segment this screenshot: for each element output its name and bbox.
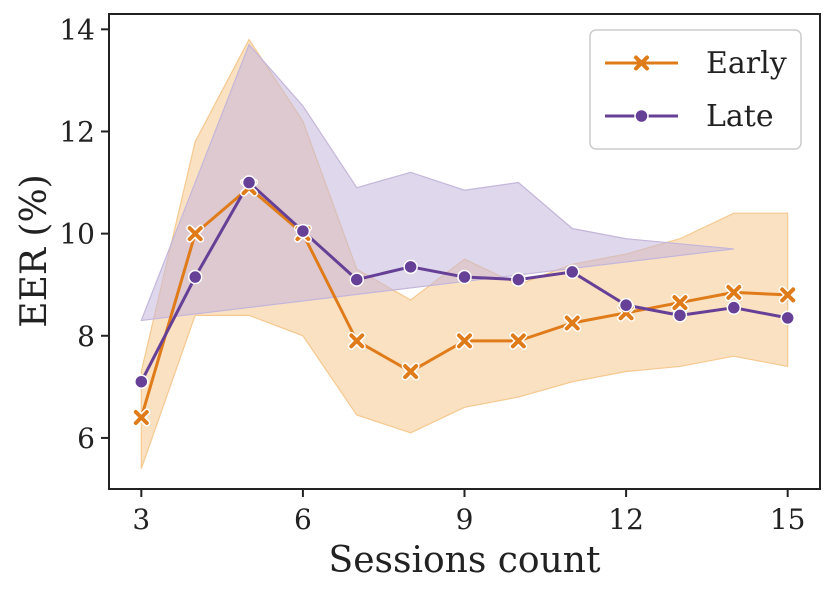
band-late bbox=[140, 43, 734, 322]
point-early-10 bbox=[509, 331, 528, 350]
y-tick-label-12: 12 bbox=[59, 115, 95, 148]
x-tick-label-15: 15 bbox=[770, 503, 806, 536]
legend: Early Late bbox=[589, 29, 802, 150]
point-early-4 bbox=[186, 224, 205, 243]
legend-marker-early bbox=[634, 55, 649, 71]
point-late-5 bbox=[241, 175, 257, 190]
legend-label-early: Early bbox=[706, 46, 787, 81]
point-late-7 bbox=[349, 272, 365, 287]
x-tick-label-9: 9 bbox=[456, 503, 474, 536]
x-tick-label-6: 6 bbox=[294, 503, 312, 536]
legend-entry-late: Late bbox=[605, 99, 774, 134]
point-late-4 bbox=[187, 269, 203, 285]
y-tick-label-8: 8 bbox=[77, 320, 95, 353]
point-late-13 bbox=[672, 308, 688, 323]
point-early-3 bbox=[132, 408, 151, 427]
legend-label-late: Late bbox=[706, 99, 774, 134]
y-axis-label: EER (%) bbox=[14, 174, 55, 327]
point-late-3 bbox=[134, 374, 149, 389]
point-early-7 bbox=[347, 331, 366, 350]
point-early-13 bbox=[670, 293, 689, 312]
point-late-14 bbox=[726, 300, 742, 315]
point-late-8 bbox=[403, 259, 418, 275]
point-early-11 bbox=[563, 314, 582, 333]
point-early-8 bbox=[401, 362, 420, 381]
legend-marker-late bbox=[634, 108, 649, 124]
point-late-9 bbox=[457, 269, 472, 285]
point-late-6 bbox=[295, 223, 311, 239]
point-late-10 bbox=[511, 272, 526, 287]
x-tick-label-12: 12 bbox=[608, 503, 644, 536]
y-tick-label-14: 14 bbox=[59, 13, 95, 46]
point-late-15 bbox=[780, 310, 795, 326]
x-axis-label: Sessions count bbox=[329, 540, 601, 581]
x-tick-label-3: 3 bbox=[132, 503, 150, 536]
series-markers bbox=[132, 175, 797, 427]
point-late-12 bbox=[618, 297, 634, 313]
point-early-14 bbox=[724, 283, 743, 302]
point-late-11 bbox=[564, 264, 580, 280]
confidence-bands bbox=[140, 38, 789, 469]
y-tick-label-6: 6 bbox=[77, 422, 95, 455]
y-tick-label-10: 10 bbox=[59, 218, 95, 251]
x-axis-ticks: 3 6 9 12 15 bbox=[132, 489, 806, 536]
y-axis-ticks: 6 8 10 12 14 bbox=[59, 13, 109, 455]
point-early-9 bbox=[455, 331, 474, 350]
point-early-15 bbox=[778, 285, 797, 304]
legend-entry-early: Early bbox=[605, 46, 787, 81]
